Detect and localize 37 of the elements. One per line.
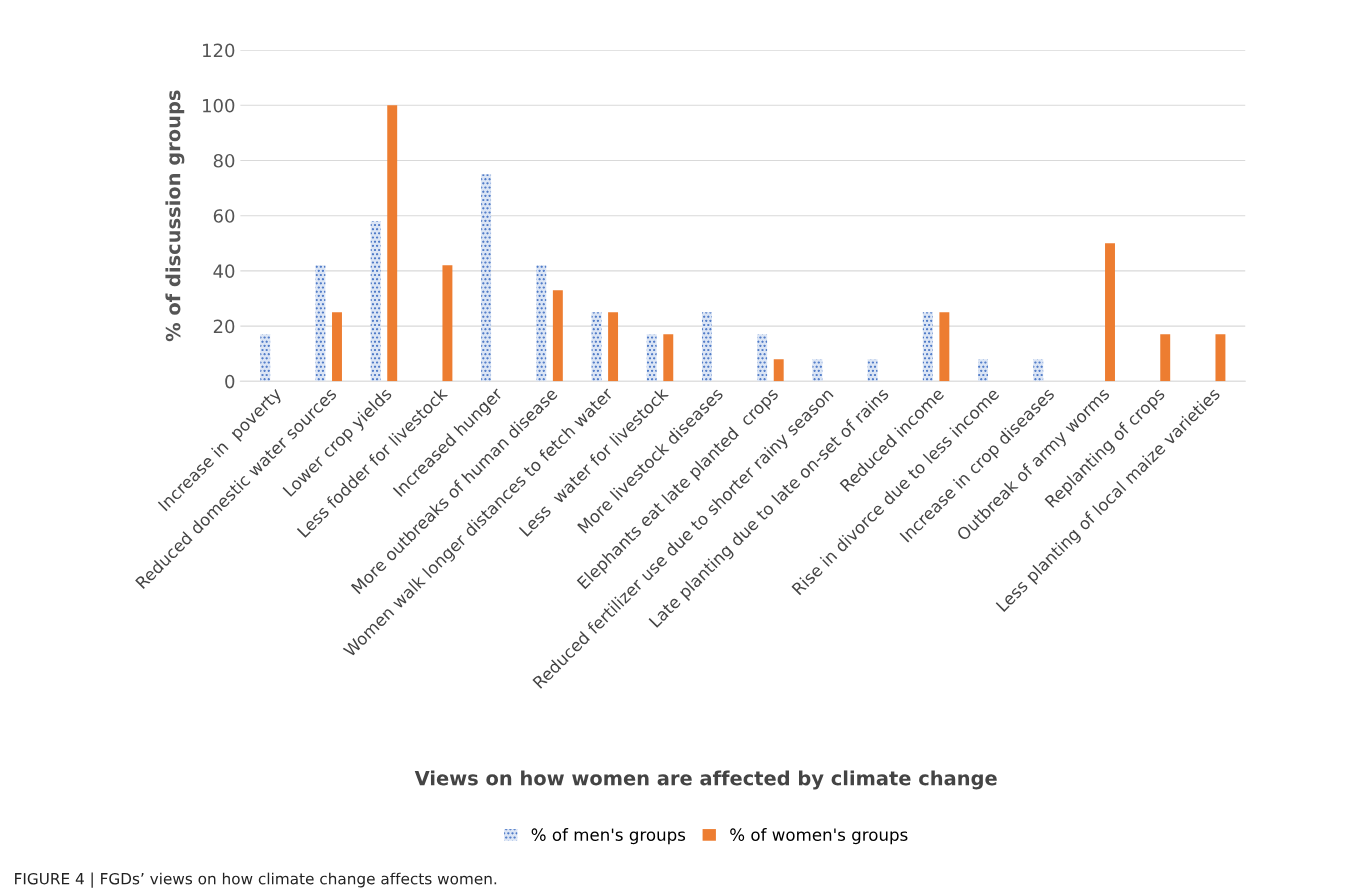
bar — [812, 359, 823, 382]
y-tick-label: 20 — [213, 319, 235, 334]
y-tick-label: 80 — [213, 153, 235, 168]
bar — [1160, 334, 1171, 382]
x-axis-title: Views on how women are affected by climate change — [414, 770, 997, 790]
y-axis-title: % of discussion groups — [165, 90, 185, 342]
bar — [260, 334, 271, 382]
y-tick-label: 100 — [203, 98, 235, 113]
caption: FIGURE 4 | FGDs’ views on how climate change affects women. — [15, 872, 497, 888]
y-tick-label: 60 — [213, 209, 235, 223]
bar — [663, 334, 674, 382]
bar — [773, 359, 784, 382]
bar — [978, 359, 988, 382]
bar — [1215, 334, 1226, 382]
bar — [442, 265, 453, 382]
bar — [536, 265, 547, 382]
y-tick-label: 40 — [213, 264, 235, 278]
bar — [867, 359, 878, 382]
bar — [332, 312, 342, 382]
bar — [922, 312, 933, 382]
bar — [757, 334, 768, 382]
bar — [1105, 243, 1115, 382]
legend-label: % of women's groups — [730, 828, 908, 845]
bar — [1033, 359, 1044, 382]
bar — [608, 312, 619, 382]
bar — [315, 265, 326, 382]
bar — [552, 290, 563, 382]
bar — [591, 312, 602, 382]
bar — [481, 174, 492, 382]
legend-label: % of men's groups — [531, 828, 686, 845]
bar — [646, 334, 657, 382]
y-tick-label: 0 — [225, 374, 235, 389]
bar — [370, 221, 381, 382]
bar — [387, 105, 398, 382]
bar — [701, 312, 712, 382]
y-tick-label: 120 — [203, 43, 235, 58]
bar — [939, 312, 950, 382]
